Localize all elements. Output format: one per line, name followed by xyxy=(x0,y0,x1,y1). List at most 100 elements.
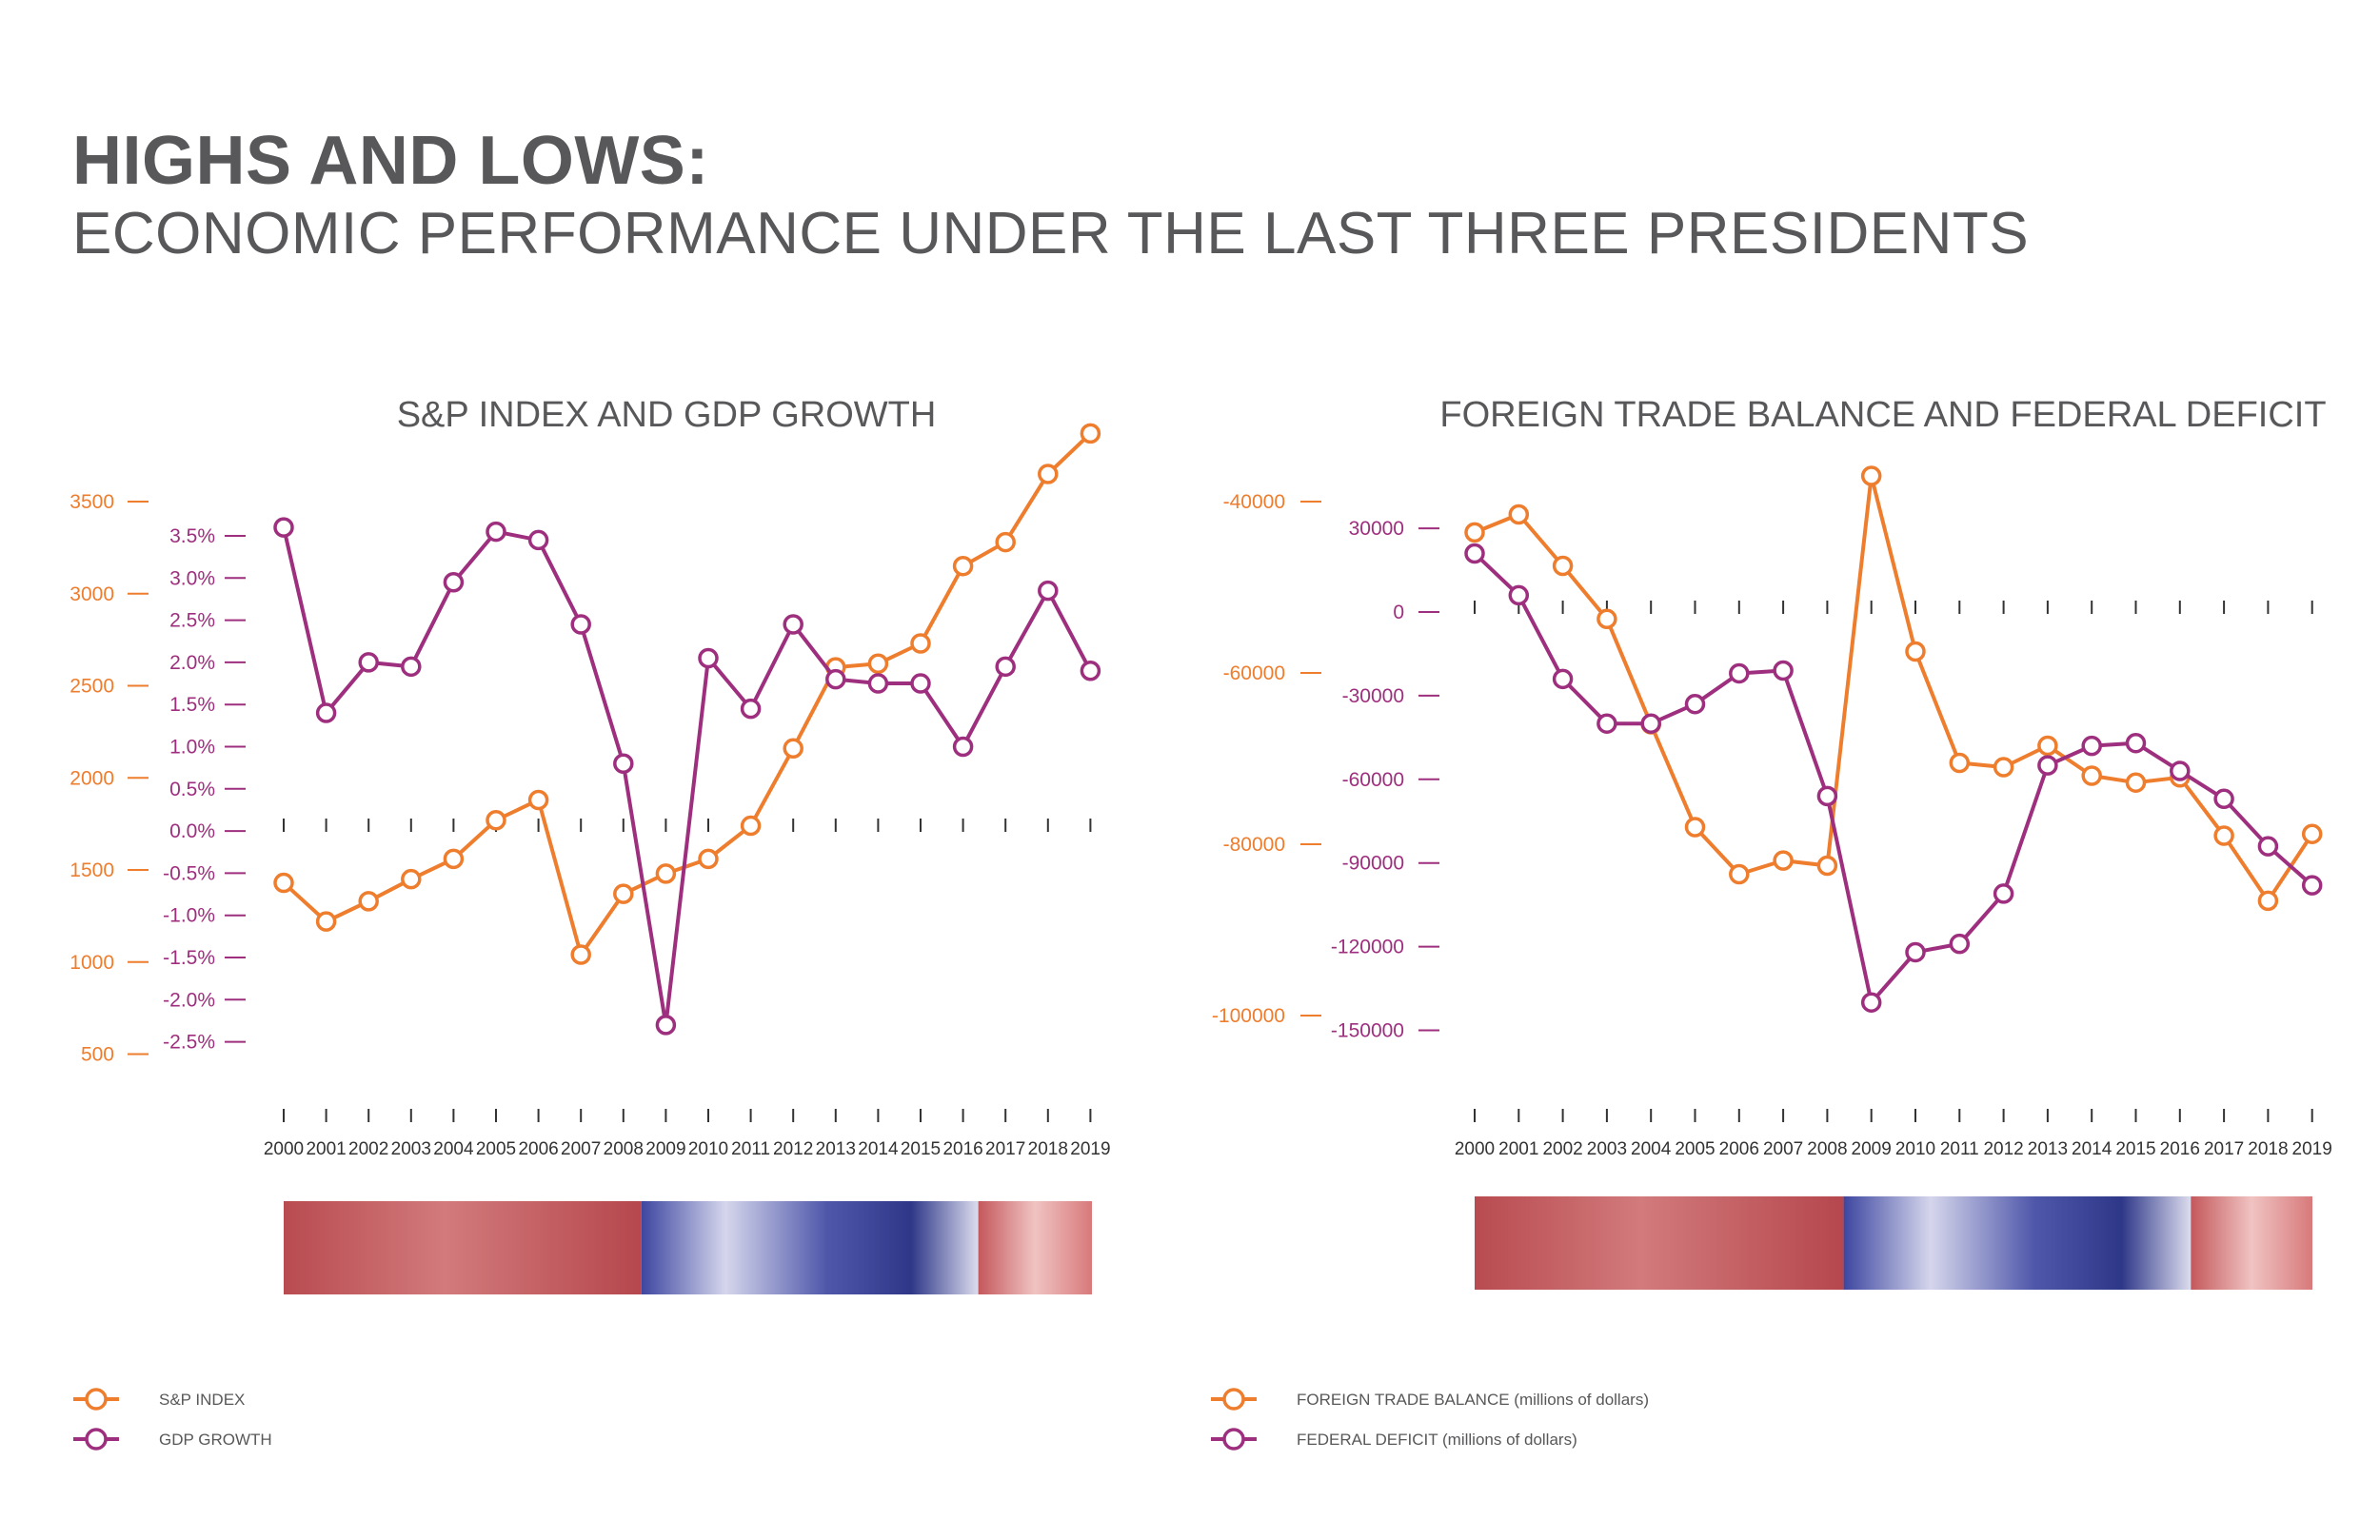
series-point-2 xyxy=(273,517,294,538)
right-axis-tick-label: -60000 xyxy=(1342,769,1404,791)
x-axis-year-label: 2015 xyxy=(2115,1139,2155,1159)
series-point-2 xyxy=(443,571,465,593)
x-axis-year-label: 2009 xyxy=(645,1139,685,1159)
x-axis-year-label: 2007 xyxy=(1763,1139,1803,1159)
right-axis-tick-label: -2.0% xyxy=(163,989,215,1011)
series-point-1 xyxy=(2257,890,2279,912)
series-point-1 xyxy=(1905,641,1926,662)
series-point-1 xyxy=(1860,465,1882,486)
series-point-2 xyxy=(1038,580,1059,602)
chart-title: FOREIGN TRADE BALANCE AND FEDERAL DEFICI… xyxy=(1439,395,2326,435)
page-title: HIGHS AND LOWS: xyxy=(72,123,709,199)
x-axis-year-label: 2016 xyxy=(942,1139,982,1159)
x-axis-year-label: 2002 xyxy=(1542,1139,1582,1159)
left-axis-tick-label: 2500 xyxy=(69,676,114,698)
series-point-2 xyxy=(527,529,549,551)
legend-marker-icon xyxy=(1222,1388,1245,1411)
series-point-1 xyxy=(1729,863,1750,885)
legend-marker-icon xyxy=(85,1388,108,1411)
series-point-1 xyxy=(1816,855,1838,877)
x-axis-year-label: 2003 xyxy=(391,1139,431,1159)
series-point-2 xyxy=(1080,661,1101,681)
x-axis-year-label: 2000 xyxy=(264,1139,304,1159)
series-point-2 xyxy=(952,736,974,758)
series-line-1 xyxy=(1474,474,2314,903)
left-axis-tick-label: 3500 xyxy=(69,491,114,513)
series-point-2 xyxy=(1464,543,1485,564)
series-point-1 xyxy=(315,911,337,932)
series-point-2 xyxy=(1684,693,1706,715)
right-axis-tick-label: 2.0% xyxy=(169,652,215,674)
x-axis-year-label: 2017 xyxy=(2204,1139,2244,1159)
x-axis-year-label: 2011 xyxy=(731,1139,770,1159)
right-axis-tick-label: 30000 xyxy=(1349,518,1404,540)
series-point-2 xyxy=(613,753,634,774)
left-axis-tick-label: -100000 xyxy=(1212,1005,1285,1027)
series-point-2 xyxy=(486,521,506,543)
right-axis-tick-label: -2.5% xyxy=(163,1032,215,1054)
trump-portrait-panel xyxy=(2191,1196,2312,1290)
legend-marker-icon xyxy=(1222,1428,1245,1451)
legend-marker-icon xyxy=(85,1428,108,1451)
right-axis-tick-label: 2.5% xyxy=(169,610,215,632)
series-point-1 xyxy=(2125,772,2147,793)
series-point-1 xyxy=(358,891,379,912)
series-point-1 xyxy=(1949,752,1971,774)
series-point-1 xyxy=(783,738,803,760)
x-axis-year-label: 2001 xyxy=(306,1139,346,1159)
legend-label: GDP GROWTH xyxy=(159,1431,272,1449)
series-point-1 xyxy=(1464,522,1485,543)
series-point-2 xyxy=(2213,788,2234,810)
series-point-1 xyxy=(995,531,1016,553)
series-point-1 xyxy=(1773,850,1794,871)
series-point-2 xyxy=(655,1015,677,1036)
series-point-2 xyxy=(783,614,803,635)
x-axis-year-label: 2004 xyxy=(433,1139,474,1159)
series-point-2 xyxy=(2037,755,2058,776)
series-point-1 xyxy=(486,810,506,831)
series-point-2 xyxy=(910,673,931,694)
series-point-2 xyxy=(315,702,337,723)
right-axis-tick-label: -0.5% xyxy=(163,862,215,884)
bush-portrait-panel xyxy=(1475,1196,1844,1290)
series-point-2 xyxy=(1816,785,1838,807)
page-subtitle: ECONOMIC PERFORMANCE UNDER THE LAST THRE… xyxy=(72,201,2030,267)
series-point-2 xyxy=(2301,875,2323,896)
series-point-2 xyxy=(698,647,719,669)
left-axis-tick-label: 2000 xyxy=(69,767,114,789)
series-point-1 xyxy=(698,848,719,870)
series-point-1 xyxy=(527,789,549,811)
series-point-1 xyxy=(401,868,422,890)
x-axis-year-label: 2007 xyxy=(561,1139,601,1159)
right-axis-tick-label: -90000 xyxy=(1342,853,1404,875)
series-point-1 xyxy=(867,653,889,675)
series-point-2 xyxy=(825,668,846,690)
left-axis-tick-label: 1000 xyxy=(69,952,114,974)
series-point-1 xyxy=(273,872,294,894)
series-point-1 xyxy=(570,944,591,965)
series-point-1 xyxy=(2301,823,2323,844)
series-point-1 xyxy=(443,848,465,870)
series-point-2 xyxy=(1949,933,1971,955)
series-point-2 xyxy=(358,652,379,673)
right-axis-tick-label: -120000 xyxy=(1331,937,1404,958)
series-point-2 xyxy=(2081,735,2102,757)
series-point-2 xyxy=(1729,662,1750,684)
x-axis-year-label: 2000 xyxy=(1455,1139,1495,1159)
series-point-2 xyxy=(1993,883,2014,904)
right-axis-tick-label: 1.5% xyxy=(169,694,215,716)
left-axis-tick-label: 3000 xyxy=(69,583,114,605)
x-axis-year-label: 2005 xyxy=(1675,1139,1715,1159)
x-axis-year-label: 2016 xyxy=(2160,1139,2200,1159)
x-axis-year-label: 2010 xyxy=(1895,1139,1935,1159)
x-axis-year-label: 2014 xyxy=(2072,1139,2112,1159)
series-point-2 xyxy=(1773,660,1794,681)
x-axis-year-label: 2008 xyxy=(1807,1139,1847,1159)
series-point-2 xyxy=(1640,713,1661,734)
series-point-2 xyxy=(2257,836,2279,857)
series-point-1 xyxy=(1038,464,1059,484)
x-axis-year-label: 2012 xyxy=(1983,1139,2023,1159)
series-point-2 xyxy=(401,656,422,678)
x-axis-year-label: 2001 xyxy=(1498,1139,1538,1159)
